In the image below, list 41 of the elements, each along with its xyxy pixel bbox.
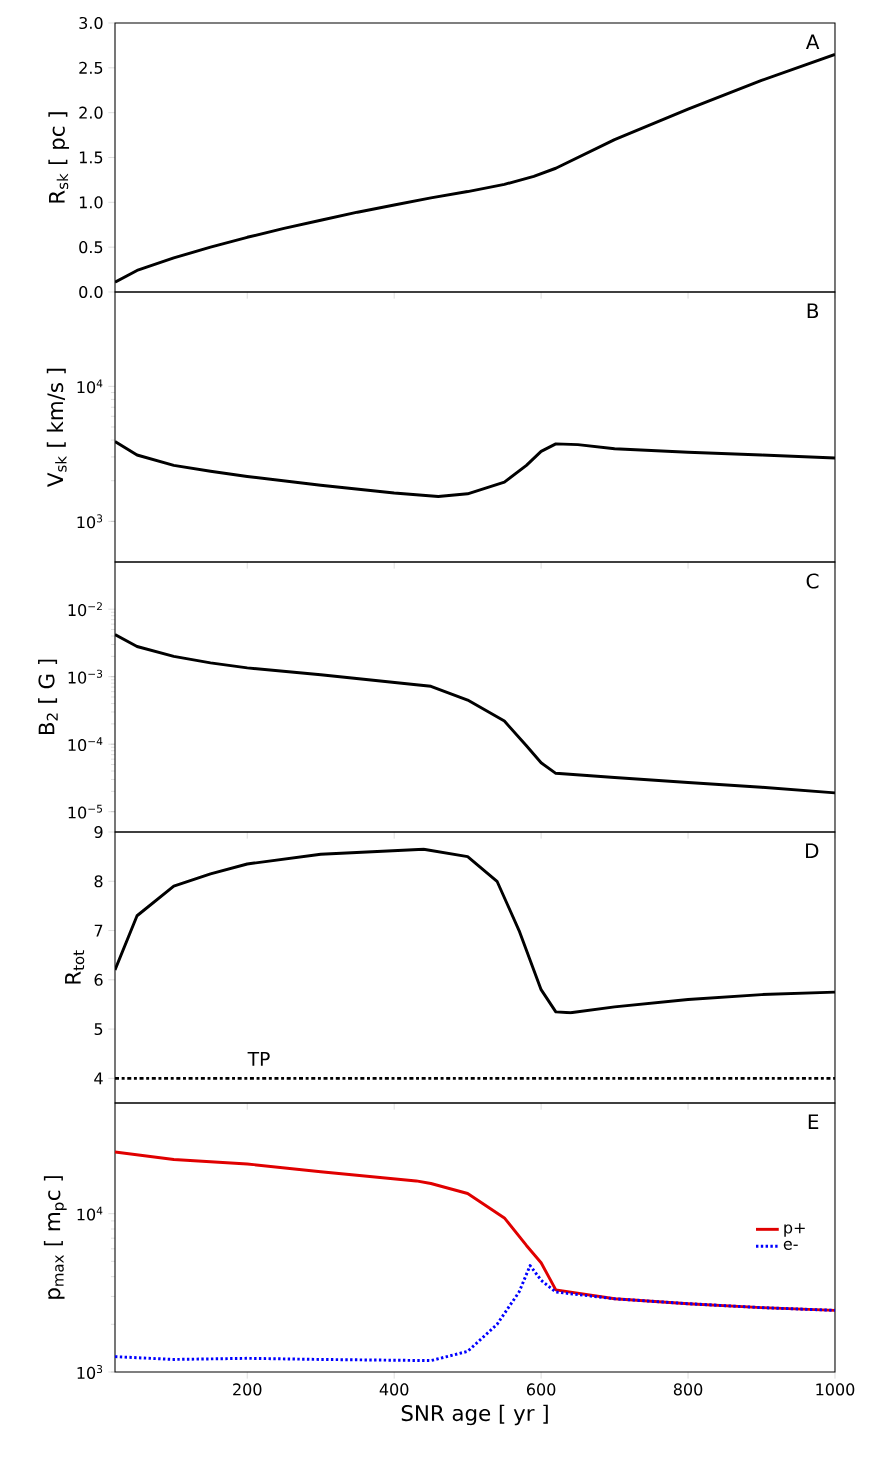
y-tick-label: 8 (94, 875, 103, 888)
y-tick-label: 1.0 (79, 196, 103, 209)
ref-line-label: TP (247, 1052, 270, 1066)
x-tick-label: 200 (233, 1383, 262, 1396)
annotation: A (805, 34, 820, 50)
y-tick-label: 9 (94, 825, 103, 839)
annotation: E (808, 1114, 819, 1129)
y-axis-title: V$_{sk}$ [ km/s ] (46, 368, 67, 487)
x-tick-label: 800 (673, 1383, 703, 1396)
y-tick-label: 10$^{−5}$ (68, 804, 103, 819)
y-tick-label: 0.0 (79, 285, 103, 299)
y-axis-title: R$_{sk}$ [ pc ] (48, 112, 70, 203)
legend-label: e- (783, 1240, 798, 1250)
y-tick-label: 7 (94, 924, 103, 937)
x-tick-label: 600 (526, 1383, 556, 1396)
y-tick-label: 0.5 (79, 241, 103, 254)
y-tick-label: 10$^{−2}$ (68, 602, 102, 617)
y-tick-label: 10$^{3}$ (77, 1365, 103, 1379)
y-tick-label: 3.0 (79, 16, 103, 30)
y-tick-label: 10$^{3}$ (77, 514, 103, 529)
y-tick-label: 6 (94, 973, 103, 986)
y-axis-title: B$_{2}$ [ G ] (38, 659, 58, 735)
annotation: B (807, 303, 819, 319)
x-axis-title: SNR age [ yr ] (401, 1404, 548, 1426)
y-tick-label: 10$^{4}$ (77, 1206, 103, 1221)
x-tick-label: 1000 (816, 1383, 855, 1396)
y-tick-label: 1.5 (79, 151, 103, 164)
y-tick-label: 10$^{−3}$ (68, 669, 103, 684)
annotation: C (806, 573, 819, 589)
y-tick-label: 10$^{4}$ (77, 379, 103, 394)
annotation: D (806, 843, 819, 859)
y-tick-label: 2.0 (79, 106, 103, 119)
x-tick-label: 400 (379, 1383, 409, 1396)
y-tick-label: 10$^{−4}$ (68, 737, 103, 752)
y-axis-title: R$_{tot}$ (65, 950, 85, 984)
legend-label: p+ (784, 1223, 805, 1237)
y-axis-title: p$_{max}$ [ m$_{p}$c ] (43, 1176, 67, 1299)
y-tick-label: 2.5 (79, 61, 103, 74)
line-series (115, 1264, 835, 1363)
y-tick-label: 5 (94, 1023, 103, 1036)
y-tick-label: 4 (94, 1072, 103, 1085)
